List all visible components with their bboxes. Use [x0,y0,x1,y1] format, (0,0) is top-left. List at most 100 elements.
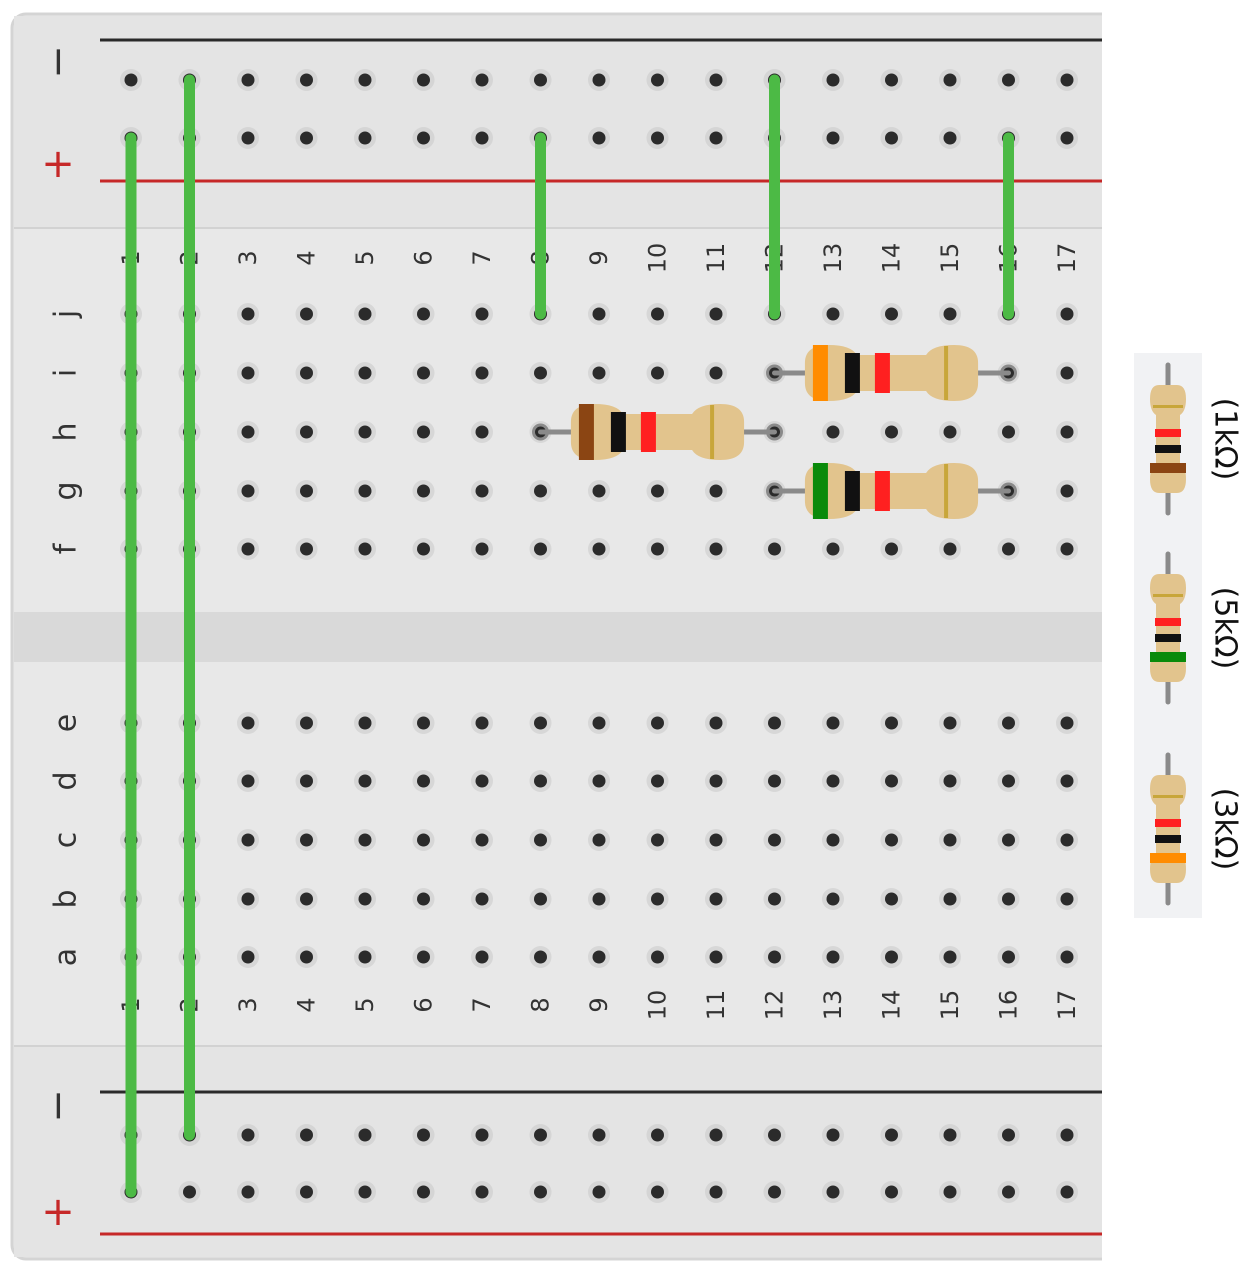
hole-e-11[interactable] [709,716,723,730]
hole-f-8[interactable] [534,542,547,556]
hole-rail_bot_minus-13[interactable] [826,1128,840,1142]
hole-j-10[interactable] [651,307,664,321]
hole-rail_bot_plus-11[interactable] [709,1185,723,1199]
hole-rail_top_plus-10[interactable] [651,131,664,145]
hole-rail_bot_plus-13[interactable] [826,1185,840,1199]
hole-d-9[interactable] [592,774,606,788]
hole-rail_top_plus-7[interactable] [475,131,489,145]
hole-c-11[interactable] [709,833,723,847]
hole-rail_bot_minus-14[interactable] [885,1128,898,1142]
hole-b-12[interactable] [768,892,781,906]
hole-f-14[interactable] [885,542,898,556]
hole-h-5[interactable] [358,425,372,439]
hole-c-13[interactable] [826,833,840,847]
hole-g-9[interactable] [592,484,606,498]
hole-d-14[interactable] [885,774,898,788]
hole-c-10[interactable] [651,833,664,847]
hole-g-10[interactable] [651,484,664,498]
hole-rail_top_plus-6[interactable] [417,131,430,145]
hole-a-11[interactable] [709,950,723,964]
hole-a-9[interactable] [592,950,606,964]
hole-d-8[interactable] [534,774,547,788]
hole-b-11[interactable] [709,892,723,906]
hole-a-10[interactable] [651,950,664,964]
hole-j-11[interactable] [709,307,723,321]
hole-rail_top_minus-16[interactable] [1002,73,1015,87]
hole-rail_bot_plus-14[interactable] [885,1185,898,1199]
hole-f-12[interactable] [768,542,781,556]
hole-f-9[interactable] [592,542,606,556]
hole-j-9[interactable] [592,307,606,321]
hole-e-15[interactable] [943,716,957,730]
hole-f-5[interactable] [358,542,372,556]
hole-a-14[interactable] [885,950,898,964]
hole-a-13[interactable] [826,950,840,964]
hole-d-10[interactable] [651,774,664,788]
hole-rail_bot_plus-15[interactable] [943,1185,957,1199]
hole-rail_top_minus-15[interactable] [943,73,957,87]
hole-rail_top_minus-4[interactable] [300,73,313,87]
hole-g-7[interactable] [475,484,489,498]
hole-rail_top_minus-3[interactable] [241,73,255,87]
hole-j-6[interactable] [417,307,430,321]
hole-b-17[interactable] [1060,892,1074,906]
hole-d-7[interactable] [475,774,489,788]
hole-a-7[interactable] [475,950,489,964]
hole-e-12[interactable] [768,716,781,730]
hole-b-10[interactable] [651,892,664,906]
hole-f-7[interactable] [475,542,489,556]
hole-j-5[interactable] [358,307,372,321]
hole-d-15[interactable] [943,774,957,788]
hole-a-15[interactable] [943,950,957,964]
hole-rail_bot_plus-5[interactable] [358,1185,372,1199]
hole-c-3[interactable] [241,833,255,847]
hole-e-9[interactable] [592,716,606,730]
hole-i-8[interactable] [534,366,547,380]
hole-rail_bot_minus-3[interactable] [241,1128,255,1142]
hole-a-6[interactable] [417,950,430,964]
hole-e-6[interactable] [417,716,430,730]
hole-d-16[interactable] [1002,774,1015,788]
hole-h-14[interactable] [885,425,898,439]
hole-f-4[interactable] [300,542,313,556]
hole-h-15[interactable] [943,425,957,439]
resistor-row-h-8-12[interactable] [532,404,783,460]
hole-d-17[interactable] [1060,774,1074,788]
hole-rail_top_minus-9[interactable] [592,73,606,87]
hole-rail_top_minus-1[interactable] [124,73,138,87]
hole-c-12[interactable] [768,833,781,847]
hole-a-8[interactable] [534,950,547,964]
hole-j-7[interactable] [475,307,489,321]
hole-rail_top_minus-8[interactable] [534,73,547,87]
hole-i-7[interactable] [475,366,489,380]
hole-rail_top_minus-14[interactable] [885,73,898,87]
hole-rail_bot_minus-7[interactable] [475,1128,489,1142]
hole-j-4[interactable] [300,307,313,321]
hole-a-3[interactable] [241,950,255,964]
hole-rail_bot_minus-12[interactable] [768,1128,781,1142]
resistor-row-i-12-16[interactable] [766,345,1017,401]
hole-f-11[interactable] [709,542,723,556]
hole-rail_top_minus-10[interactable] [651,73,664,87]
hole-c-6[interactable] [417,833,430,847]
hole-f-17[interactable] [1060,542,1074,556]
hole-h-6[interactable] [417,425,430,439]
hole-i-4[interactable] [300,366,313,380]
hole-rail_top_plus-9[interactable] [592,131,606,145]
hole-d-12[interactable] [768,774,781,788]
hole-b-14[interactable] [885,892,898,906]
hole-h-3[interactable] [241,425,255,439]
hole-f-3[interactable] [241,542,255,556]
hole-b-4[interactable] [300,892,313,906]
hole-i-17[interactable] [1060,366,1074,380]
hole-e-13[interactable] [826,716,840,730]
hole-e-10[interactable] [651,716,664,730]
hole-e-5[interactable] [358,716,372,730]
hole-c-4[interactable] [300,833,313,847]
hole-j-15[interactable] [943,307,957,321]
hole-b-9[interactable] [592,892,606,906]
hole-rail_top_minus-11[interactable] [709,73,723,87]
hole-rail_bot_minus-6[interactable] [417,1128,430,1142]
hole-e-16[interactable] [1002,716,1015,730]
hole-a-4[interactable] [300,950,313,964]
